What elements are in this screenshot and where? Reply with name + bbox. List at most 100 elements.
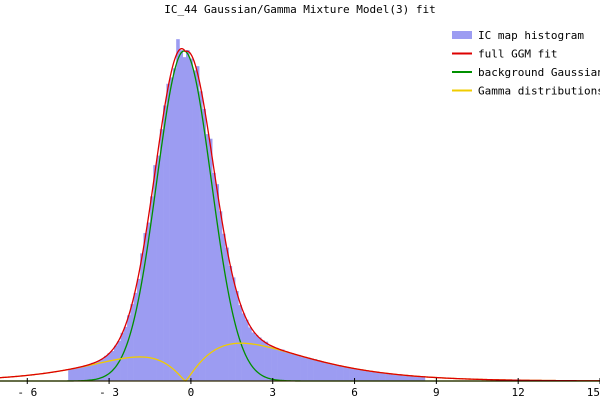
histogram-bar (241, 313, 246, 381)
histogram-bar (222, 233, 226, 381)
histogram-bar (169, 77, 174, 381)
histogram-bar (402, 374, 406, 381)
histogram-bar (133, 292, 138, 381)
histogram-bar (297, 354, 301, 381)
histogram-bar (186, 50, 190, 382)
histogram-bar (136, 278, 141, 381)
histogram-bar (343, 367, 347, 381)
histogram-bar (205, 134, 210, 381)
histogram-bar (421, 376, 426, 381)
histogram-bar (320, 361, 324, 381)
histogram-bar (235, 290, 239, 381)
histogram-bar (97, 360, 102, 381)
histogram-bar (271, 346, 275, 381)
legend: IC map histogram full GGM fit background G… (452, 29, 600, 98)
histogram-bar (202, 108, 206, 382)
histogram-bar (326, 362, 331, 381)
histogram-bar (300, 357, 305, 381)
histogram-bar (362, 370, 367, 381)
legend-label: Gamma distributions (478, 85, 600, 98)
histogram-bar (372, 371, 377, 381)
histogram-bar (159, 129, 164, 381)
histogram-bar (294, 355, 298, 381)
x-tick-label: - 3 (99, 386, 119, 399)
x-tick-label: 6 (351, 386, 358, 399)
histogram-bar (143, 233, 148, 381)
histogram-bar (251, 332, 256, 381)
histogram-bar (87, 365, 92, 381)
histogram-bar (107, 353, 112, 381)
histogram-bar (84, 365, 89, 381)
histogram-bar (231, 277, 236, 381)
histogram-bar (277, 349, 282, 381)
histogram-bar (172, 68, 177, 381)
histogram-bar (123, 326, 128, 381)
full-ggm-fit-line (0, 48, 600, 382)
legend-label: full GGM fit (478, 48, 557, 61)
histogram-bar (94, 361, 98, 381)
histogram-bar (346, 367, 350, 381)
histogram-bar (382, 373, 386, 381)
histogram-bar (225, 247, 229, 381)
histogram-bar (254, 335, 259, 381)
histogram-bar (398, 374, 403, 381)
histogram-bar (244, 319, 249, 381)
histogram-bar (284, 351, 288, 381)
histogram-bar (215, 184, 220, 381)
legend-label: background Gaussian (478, 66, 600, 79)
histogram-bar (264, 341, 269, 381)
legend-swatch-histogram (452, 31, 472, 39)
histogram-bar (280, 349, 285, 381)
histogram-bar (258, 337, 262, 381)
histogram-bar (418, 376, 422, 381)
histogram-bar (385, 373, 390, 381)
histogram-bar (369, 371, 373, 381)
background-gaussian-line (0, 50, 600, 382)
histogram-bar (176, 39, 180, 381)
histogram-bar (310, 358, 314, 381)
histogram-bar (303, 357, 308, 381)
histogram-bar (307, 357, 311, 381)
histogram-bar (395, 374, 400, 381)
histogram-bar (352, 368, 357, 381)
histogram-bar (195, 66, 200, 382)
histogram-bar (189, 58, 193, 382)
histogram-bar (349, 367, 354, 381)
histogram-bar (81, 366, 85, 381)
histogram-bar (104, 355, 108, 381)
histogram-bar (166, 83, 170, 381)
histogram-bar (127, 315, 131, 381)
histogram-bar (375, 372, 380, 381)
histogram-bar (333, 365, 337, 381)
histogram-bar (114, 345, 118, 381)
histogram-bar (290, 353, 295, 381)
x-tick-label: 3 (269, 386, 276, 399)
histogram-bar (248, 327, 252, 381)
histogram-bar (100, 359, 105, 381)
histogram-bar (267, 345, 272, 381)
histogram-bar (356, 369, 360, 381)
x-tick-label: 9 (433, 386, 440, 399)
histogram-bar (415, 376, 419, 381)
histogram-bar (379, 372, 383, 381)
curves (0, 48, 600, 382)
histogram-bar (192, 70, 197, 382)
histogram-bar (392, 374, 396, 381)
histogram-bar (68, 369, 72, 381)
histogram-bar (228, 265, 233, 381)
histogram-bar (91, 362, 95, 381)
histogram-bar (330, 363, 334, 381)
legend-label: IC map histogram (478, 29, 584, 42)
histogram-bar (388, 373, 393, 381)
histogram-bar (74, 368, 79, 381)
x-tick-label: 15 (587, 386, 600, 399)
histogram-bar (150, 196, 154, 381)
histogram-bar (163, 105, 167, 381)
histogram-bar (313, 359, 318, 381)
histogram-bar (411, 376, 416, 381)
histogram-bar (218, 211, 223, 381)
histogram-bar (208, 138, 213, 381)
chart-title: IC_44 Gaussian/Gamma Mixture Model(3) fi… (164, 3, 436, 16)
histogram-bar (405, 375, 409, 381)
